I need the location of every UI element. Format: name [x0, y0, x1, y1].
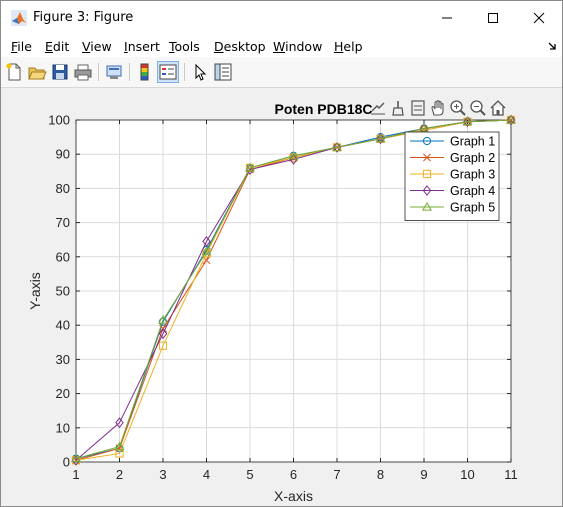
x-tick-label: 4 [203, 467, 210, 482]
close-button[interactable] [516, 1, 562, 35]
data-point-graph-4 [463, 116, 472, 128]
x-tick-label: 3 [159, 467, 166, 482]
open-file-icon[interactable] [27, 62, 47, 82]
x-tick-label: 9 [420, 467, 427, 482]
chart-svg: 1 2 3 4 5 6 7 8 9 10 11 0 10 20 30 40 50 60 70 80 90 100 Poten… [27, 101, 518, 504]
x-axis-label: X-axis [274, 488, 313, 504]
brush-icon[interactable] [389, 99, 407, 117]
figure-toolbar [1, 57, 562, 88]
legend-marker-graph-3 [422, 169, 432, 179]
menu-view[interactable]: View [82, 39, 112, 54]
x-tick-label: 5 [246, 467, 253, 482]
legend-marker-graph-5 [422, 201, 432, 211]
legend-label-graph-1: Graph 1 [450, 135, 495, 149]
series-line-graph-5 [75, 119, 512, 460]
toolbar-separator [98, 63, 99, 81]
y-axis-label: Y-axis [27, 272, 43, 310]
data-point-graph-5 [71, 453, 81, 463]
data-tips-icon[interactable] [409, 99, 427, 117]
y-tick-label: 0 [63, 455, 70, 470]
legend-icon[interactable] [157, 61, 179, 83]
axes-toolbar [369, 99, 509, 117]
legend-box[interactable] [404, 131, 500, 221]
data-point-graph-5 [332, 142, 342, 151]
data-point-graph-4 [202, 235, 211, 247]
y-tick-label: 90 [56, 147, 70, 162]
legend-label-graph-2: Graph 2 [450, 151, 495, 165]
close-icon [533, 12, 545, 24]
data-point-graph-5 [245, 162, 255, 172]
maximize-button[interactable] [470, 1, 516, 35]
menu-insert[interactable]: Insert [124, 39, 160, 54]
menu-desktop[interactable]: Desktop [214, 39, 266, 54]
dock-figure-icon[interactable] [547, 41, 557, 51]
menu-bar: File Edit View Insert Tools Desktop Wind… [1, 35, 562, 57]
y-tick-label: 40 [56, 318, 70, 333]
y-tick-label: 50 [56, 284, 70, 299]
legend-marker-graph-4 [422, 185, 432, 196]
data-point-graph-4 [376, 133, 385, 145]
data-point-graph-5 [375, 133, 386, 143]
y-tick-label: 30 [56, 352, 70, 367]
save-icon[interactable] [50, 62, 70, 82]
menu-tools[interactable]: Tools [169, 39, 200, 54]
matlab-logo-icon [11, 10, 27, 26]
x-tick-label: 1 [72, 467, 79, 482]
data-point-graph-5 [114, 441, 125, 451]
legend-label-graph-3: Graph 3 [450, 168, 495, 182]
window-title: Figure 3: Figure [33, 10, 134, 25]
export-icon[interactable] [369, 99, 387, 117]
data-point-graph-4 [115, 417, 124, 429]
title-bar: Figure 3: Figure [1, 1, 562, 35]
data-point-graph-5 [506, 114, 516, 124]
legend-label-graph-4: Graph 4 [450, 184, 495, 198]
y-tick-label: 60 [56, 249, 70, 264]
zoom-in-icon[interactable] [449, 99, 467, 117]
menu-window[interactable]: Window [273, 39, 323, 54]
x-tick-label: 8 [377, 467, 384, 482]
legend-marker-graph-2 [423, 153, 431, 162]
y-tick-label: 10 [56, 420, 70, 435]
menu-file[interactable]: File [11, 39, 32, 54]
menu-edit[interactable]: Edit [45, 39, 70, 54]
x-tick-label: 11 [504, 467, 518, 482]
data-point-graph-5 [288, 150, 299, 160]
x-tick-label: 10 [460, 467, 474, 482]
data-point-graph-5 [462, 116, 473, 126]
y-tick-label: 20 [56, 386, 70, 401]
minimize-icon [442, 17, 452, 19]
zoom-out-icon[interactable] [469, 99, 487, 117]
y-tick-label: 100 [48, 113, 70, 128]
pan-icon[interactable] [429, 99, 447, 117]
chart-title: Poten PDB18C [274, 101, 372, 117]
property-inspector-icon[interactable] [213, 62, 233, 82]
data-point-graph-4 [289, 153, 298, 165]
new-figure-icon[interactable] [4, 62, 24, 82]
toolbar-separator [129, 63, 130, 81]
print-icon[interactable] [73, 62, 93, 82]
x-tick-label: 2 [116, 467, 123, 482]
series-line-graph-3 [75, 119, 512, 461]
home-icon[interactable] [489, 99, 507, 117]
menu-help[interactable]: Help [334, 39, 363, 54]
legend-label-graph-5: Graph 5 [450, 201, 495, 215]
y-tick-label: 70 [56, 215, 70, 230]
minimize-button[interactable] [424, 1, 470, 35]
maximize-icon [488, 13, 498, 23]
data-point-graph-4 [506, 114, 516, 126]
colorbar-icon[interactable] [135, 62, 155, 82]
y-tick-label: 80 [56, 181, 70, 196]
print-preview-icon[interactable] [104, 62, 124, 82]
data-point-graph-3 [158, 341, 168, 350]
toolbar-separator [184, 63, 185, 81]
x-tick-label: 7 [333, 467, 340, 482]
data-point-graph-4 [158, 328, 168, 340]
x-tick-label: 6 [290, 467, 297, 482]
data-point-graph-5 [158, 314, 168, 324]
data-point-graph-5 [201, 246, 212, 256]
pointer-icon[interactable] [190, 62, 210, 82]
legend-marker-graph-1 [422, 136, 432, 146]
data-point-graph-4 [332, 141, 342, 153]
